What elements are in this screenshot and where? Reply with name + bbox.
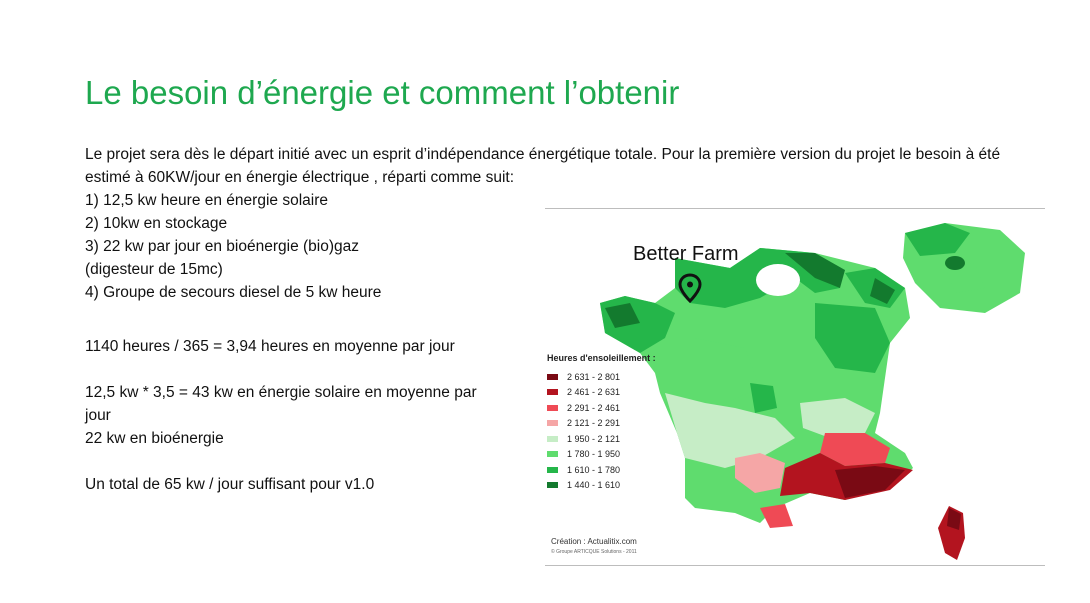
list-item: 2) 10kw en stockage bbox=[85, 215, 228, 232]
list-item: 3) 22 kw par jour en bioénergie (bio)gaz bbox=[85, 238, 359, 255]
legend-title: Heures d'ensoleillement : bbox=[547, 353, 656, 363]
legend-item: 2 291 - 2 461 bbox=[547, 400, 656, 416]
divider bbox=[545, 208, 1045, 209]
legend-label: 1 950 - 2 121 bbox=[567, 433, 621, 444]
pin-label: Better Farm bbox=[633, 243, 739, 265]
legend-label: 2 291 - 2 461 bbox=[567, 402, 621, 413]
energy-list: 1) 12,5 kw heure en énergie solaire 2) 1… bbox=[85, 189, 1045, 304]
legend-label: 1 610 - 1 780 bbox=[567, 464, 621, 475]
map-credit-sub: © Groupe ARTICQUE Solutions - 2011 bbox=[551, 549, 637, 555]
list-item: 1) 12,5 kw heure en énergie solaire bbox=[85, 192, 328, 209]
legend-swatch bbox=[547, 435, 558, 442]
legend-swatch bbox=[547, 466, 558, 473]
legend-swatch bbox=[547, 482, 558, 489]
legend-swatch bbox=[547, 451, 558, 458]
france-map-graphic bbox=[600, 223, 1025, 560]
divider bbox=[545, 565, 1045, 566]
legend-swatch bbox=[547, 389, 558, 396]
legend-swatch bbox=[547, 420, 558, 427]
intro-paragraph: Le projet sera dès le départ initié avec… bbox=[85, 146, 1001, 186]
legend-label: 2 121 - 2 291 bbox=[567, 418, 621, 429]
legend-label: 2 461 - 2 631 bbox=[567, 387, 621, 398]
legend-swatch bbox=[547, 373, 558, 380]
calc-solar: 12,5 kw * 3,5 = 43 kw en énergie solaire… bbox=[85, 384, 477, 424]
sunshine-map bbox=[545, 208, 1045, 566]
legend-item: 1 780 - 1 950 bbox=[547, 447, 656, 463]
legend-label: 1 440 - 1 610 bbox=[567, 480, 621, 491]
map-legend: Heures d'ensoleillement : 2 631 - 2 801 … bbox=[547, 353, 656, 493]
calc-hours: 1140 heures / 365 = 3,94 heures en moyen… bbox=[85, 338, 455, 355]
slide-body: Le projet sera dès le départ initié avec… bbox=[85, 143, 1045, 496]
legend-item: 2 461 - 2 631 bbox=[547, 385, 656, 401]
legend-label: 2 631 - 2 801 bbox=[567, 371, 621, 382]
location-pin-icon bbox=[678, 273, 702, 303]
legend-swatch bbox=[547, 404, 558, 411]
legend-item: 1 610 - 1 780 bbox=[547, 462, 656, 478]
list-item: 4) Groupe de secours diesel de 5 kw heur… bbox=[85, 284, 382, 301]
legend-item: 1 950 - 2 121 bbox=[547, 431, 656, 447]
calc-bio: 22 kw en bioénergie bbox=[85, 430, 224, 447]
legend-label: 1 780 - 1 950 bbox=[567, 449, 621, 460]
legend-item: 2 121 - 2 291 bbox=[547, 416, 656, 432]
legend-item: 1 440 - 1 610 bbox=[547, 478, 656, 494]
slide-title: Le besoin d’énergie et comment l’obtenir bbox=[85, 74, 680, 111]
list-item: (digesteur de 15mc) bbox=[85, 261, 223, 278]
total-line: Un total de 65 kw / jour suffisant pour … bbox=[85, 476, 375, 493]
map-credit: Création : Actualitix.com bbox=[551, 537, 637, 546]
legend-item: 2 631 - 2 801 bbox=[547, 369, 656, 385]
